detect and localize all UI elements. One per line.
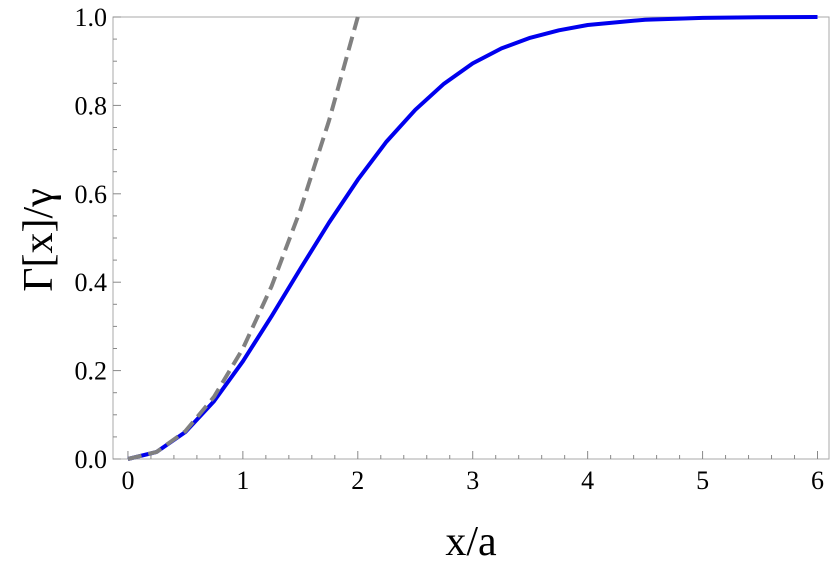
y-tick-label: 0.0: [75, 445, 108, 474]
y-tick-label: 0.6: [75, 180, 108, 209]
y-tick-label: 0.8: [75, 91, 108, 120]
series-dashed-line: [127, 16, 360, 461]
x-tick-label: 4: [581, 466, 594, 495]
series-solid-line: [127, 15, 818, 461]
x-tick-label: 1: [236, 466, 249, 495]
x-tick-label: 3: [466, 466, 479, 495]
x-tick-label: 5: [696, 466, 709, 495]
y-axis-label: Γ[x]/γ: [16, 188, 62, 291]
x-tick-label: 0: [121, 466, 134, 495]
x-tick-label: 6: [811, 466, 824, 495]
x-axis-label: x/a: [445, 519, 497, 563]
y-tick-label: 1.0: [75, 3, 108, 32]
y-tick-label: 0.4: [75, 268, 108, 297]
x-tick-label: 2: [351, 466, 364, 495]
y-tick-label: 0.2: [75, 357, 108, 386]
